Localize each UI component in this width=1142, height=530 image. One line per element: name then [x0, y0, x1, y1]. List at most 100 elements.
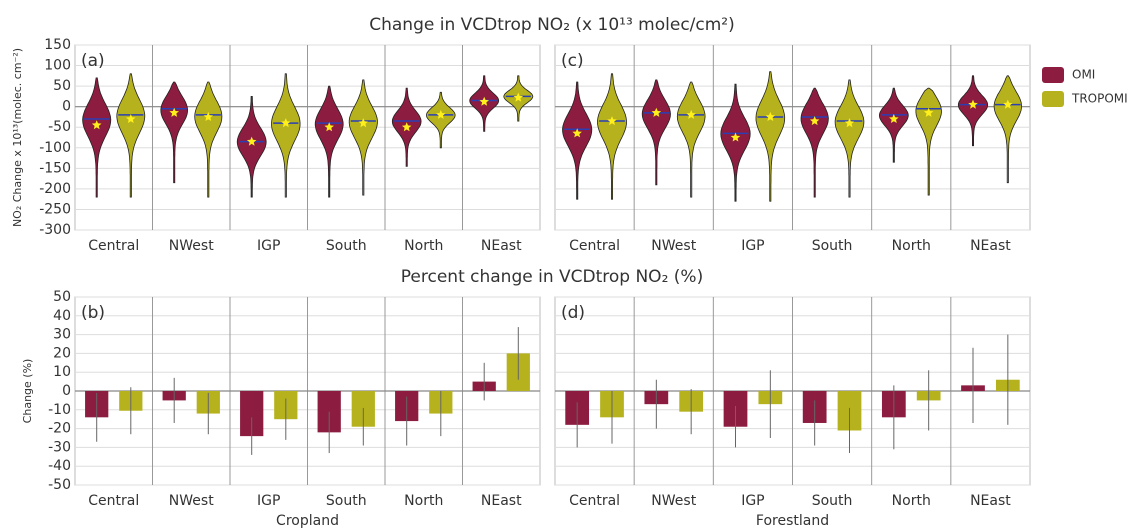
- y-tick-label: -40: [48, 458, 71, 474]
- mean-marker: [1003, 99, 1013, 109]
- y-tick-label: -50: [48, 119, 71, 135]
- y-tick-label: -10: [48, 402, 71, 418]
- y-tick-label: 10: [53, 364, 71, 380]
- mean-marker: [968, 99, 978, 109]
- x-tick-label: NWest: [651, 493, 696, 509]
- legend-swatch: [1042, 67, 1064, 83]
- y-tick-label: -50: [48, 477, 71, 493]
- mean-marker: [513, 92, 524, 102]
- mean-marker: [91, 120, 102, 130]
- panel-label: (d): [561, 303, 585, 323]
- mean-marker: [923, 107, 934, 117]
- y-tick-label: -300: [39, 222, 71, 238]
- y-tick-label: 40: [53, 308, 71, 324]
- violin: [271, 73, 301, 198]
- legend-swatch: [1042, 91, 1064, 107]
- violin: [116, 73, 146, 198]
- panel-label: (a): [81, 51, 105, 71]
- violin: [348, 79, 378, 196]
- x-tick-label: NEast: [970, 238, 1011, 254]
- x-axis-label: Cropland: [276, 513, 339, 529]
- x-tick-label: NEast: [970, 493, 1011, 509]
- legend-label: TROPOMI: [1071, 92, 1128, 106]
- y-axis-label: Change (%): [21, 359, 34, 424]
- y-tick-label: -150: [39, 160, 71, 176]
- x-tick-label: North: [404, 493, 443, 509]
- mean-marker: [765, 111, 776, 121]
- bar: [240, 391, 264, 437]
- y-tick-label: 30: [53, 327, 71, 343]
- violin: [993, 75, 1022, 184]
- y-tick-label: -100: [39, 140, 71, 156]
- panel-label: (b): [81, 303, 105, 323]
- y-tick-label: 50: [53, 78, 71, 94]
- y-tick-label: -20: [48, 421, 71, 437]
- x-tick-label: Central: [569, 238, 620, 254]
- x-tick-label: North: [404, 238, 443, 254]
- mean-marker: [572, 128, 582, 138]
- section-title: Percent change in VCDtrop NO₂ (%): [401, 267, 703, 287]
- mean-marker: [651, 107, 662, 117]
- x-tick-label: NWest: [651, 238, 696, 254]
- mean-marker: [730, 132, 741, 142]
- violin: [676, 81, 706, 198]
- violin: [597, 73, 627, 200]
- y-tick-label: 50: [53, 289, 71, 305]
- section-title: Change in VCDtrop NO₂ (x 10¹³ molec/cm²): [369, 15, 735, 35]
- violin: [426, 91, 456, 149]
- x-tick-label: Central: [88, 493, 139, 509]
- y-tick-label: 150: [44, 37, 71, 53]
- x-tick-label: North: [892, 493, 931, 509]
- x-tick-label: NEast: [481, 493, 522, 509]
- x-tick-label: NWest: [169, 493, 214, 509]
- violin: [82, 77, 112, 198]
- x-tick-label: IGP: [741, 493, 764, 509]
- violin: [800, 87, 829, 198]
- y-tick-label: 20: [53, 345, 71, 361]
- violin: [878, 87, 909, 163]
- mean-marker: [246, 136, 257, 146]
- mean-marker: [401, 122, 412, 132]
- y-tick-label: 100: [44, 58, 71, 74]
- x-tick-label: Central: [88, 238, 139, 254]
- x-tick-label: IGP: [257, 493, 280, 509]
- violin: [641, 79, 671, 186]
- x-tick-label: IGP: [741, 238, 764, 254]
- x-axis-label: Forestland: [756, 513, 829, 529]
- x-tick-label: NEast: [481, 238, 522, 254]
- mean-marker: [809, 116, 820, 126]
- violin: [957, 75, 989, 147]
- mean-marker: [324, 122, 334, 132]
- mean-marker: [889, 114, 899, 123]
- violin: [915, 87, 942, 196]
- y-tick-label: 0: [62, 99, 71, 115]
- violin: [562, 81, 593, 200]
- mean-marker: [203, 111, 214, 121]
- legend-label: OMI: [1072, 68, 1095, 82]
- mean-marker: [479, 96, 489, 106]
- violin: [720, 83, 751, 202]
- x-tick-label: South: [326, 493, 367, 509]
- x-tick-label: South: [812, 493, 853, 509]
- x-tick-label: Central: [569, 493, 620, 509]
- y-axis-label: NO₂ Change x 10¹³(molec. cm⁻²): [11, 48, 24, 227]
- x-tick-label: North: [892, 238, 931, 254]
- y-tick-label: 0: [62, 383, 71, 399]
- panel-label: (c): [561, 51, 584, 71]
- violin: [314, 85, 344, 198]
- mean-marker: [436, 109, 446, 119]
- violin: [755, 71, 786, 202]
- mean-marker: [607, 116, 617, 126]
- x-tick-label: South: [812, 238, 853, 254]
- y-tick-label: -200: [39, 181, 71, 197]
- violin: [160, 81, 189, 184]
- violin: [236, 96, 267, 198]
- y-tick-label: -250: [39, 201, 71, 217]
- violin: [834, 79, 865, 198]
- mean-marker: [169, 107, 179, 117]
- mean-marker: [844, 118, 855, 128]
- x-tick-label: NWest: [169, 238, 214, 254]
- x-tick-label: South: [326, 238, 367, 254]
- violin: [194, 81, 223, 198]
